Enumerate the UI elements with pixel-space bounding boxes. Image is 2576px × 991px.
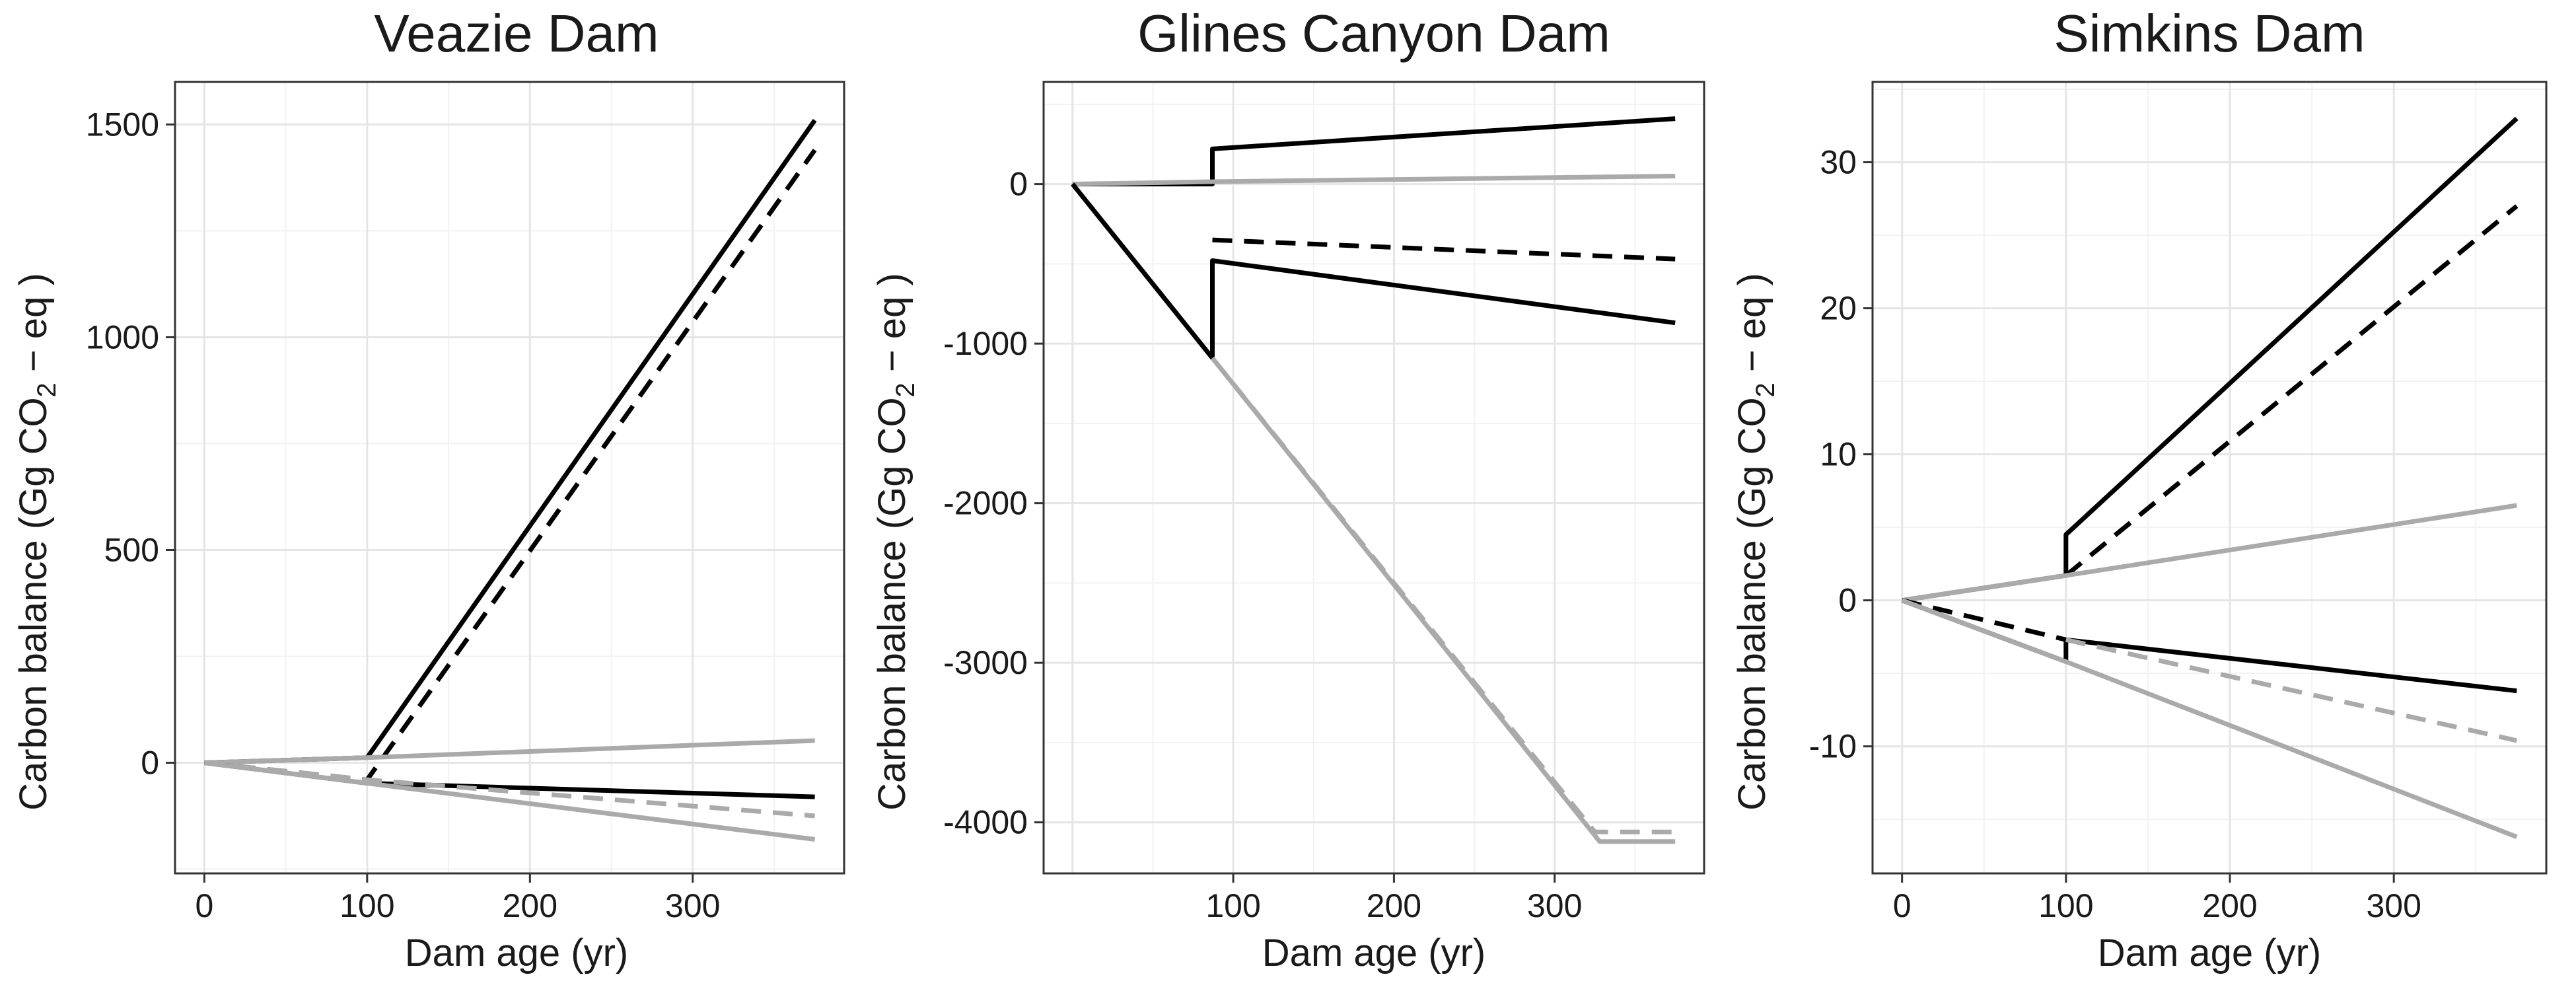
y-axis-title-main: Carbon balance (Gg CO xyxy=(871,397,913,810)
x-tick-label: 0 xyxy=(195,887,213,924)
series-line xyxy=(1902,116,2519,603)
y-axis-title-end: − eq ) xyxy=(871,273,913,383)
series-line xyxy=(1072,174,1676,187)
y-axis-title-end: − eq ) xyxy=(12,273,55,383)
y-tick-label: 1500 xyxy=(86,106,159,143)
y-tick-label: -10 xyxy=(1809,728,1857,765)
plot-frame xyxy=(1871,81,2548,875)
x-tick-label: 0 xyxy=(1893,887,1912,924)
series-line xyxy=(1901,598,2067,642)
chart-title: Glines Canyon Dam xyxy=(1137,4,1610,63)
y-axis-title-subscript: 2 xyxy=(32,383,61,397)
chart-title: Veazie Dam xyxy=(374,4,659,63)
x-axis-title: Dam age (yr) xyxy=(405,932,628,974)
x-tick-label: 200 xyxy=(2202,887,2257,924)
y-tick-label: -1000 xyxy=(943,325,1028,362)
series-line xyxy=(1901,598,2518,839)
y-axis-title-subscript: 2 xyxy=(891,383,920,397)
y-tick-label: 0 xyxy=(141,745,159,782)
y-tick-label: 1000 xyxy=(86,318,159,355)
x-tick-label: 300 xyxy=(2366,887,2421,924)
x-tick-label: 100 xyxy=(1205,887,1260,924)
series-line xyxy=(1071,182,1676,361)
series-line xyxy=(1902,503,2517,603)
chart-title: Simkins Dam xyxy=(2054,4,2365,63)
panel-veazie-dam: Veazie Dam 0 100 200 300 0 500 1000 1500 Dam ag… xyxy=(12,4,845,974)
series-line xyxy=(1901,598,2517,694)
x-tick-label: 100 xyxy=(340,887,394,924)
x-axis-title: Dam age (yr) xyxy=(1262,932,1485,974)
series-line xyxy=(203,760,816,842)
x-tick-label: 300 xyxy=(1527,887,1582,924)
x-tick-label: 200 xyxy=(1367,887,1421,924)
x-axis-title: Dam age (yr) xyxy=(2098,932,2321,974)
y-tick-label: 500 xyxy=(104,531,159,568)
plot-frame xyxy=(1042,81,1705,875)
plot-frame xyxy=(174,81,845,875)
x-tick-label: 200 xyxy=(503,887,557,924)
series-line xyxy=(2065,637,2518,743)
y-tick-label: 30 xyxy=(1820,144,1857,181)
series-line xyxy=(1210,356,1676,834)
y-axis-title-subscript: 2 xyxy=(1751,383,1780,397)
series-line xyxy=(204,760,815,819)
series-line xyxy=(204,738,815,765)
y-tick-label: -3000 xyxy=(943,644,1028,681)
series-line xyxy=(1072,116,1676,187)
panel-simkins-dam: Simkins Dam 0 100 200 300 -10 0 10 20 30 Dam age… xyxy=(1731,4,2548,974)
y-axis-title-main: Carbon balance (Gg CO xyxy=(12,397,55,810)
x-tick-label: 300 xyxy=(665,887,720,924)
y-axis-title-end: − eq ) xyxy=(1731,273,1773,383)
y-tick-label: -2000 xyxy=(943,485,1028,522)
series-line xyxy=(1212,237,1676,262)
series-line xyxy=(204,118,817,765)
series-line xyxy=(204,149,817,782)
y-tick-label: 0 xyxy=(1009,166,1028,203)
y-axis-title: Carbon balance (Gg CO2 − eq ) xyxy=(871,273,920,811)
series-line xyxy=(1210,356,1676,844)
series-line xyxy=(203,760,815,799)
y-tick-label: 20 xyxy=(1820,290,1857,327)
panel-glines-canyon-dam: Glines Canyon Dam 100 200 300 -4000 -3000 -20… xyxy=(871,4,1705,974)
y-axis-title: Carbon balance (Gg CO2 − eq ) xyxy=(12,273,61,811)
x-tick-label: 100 xyxy=(2038,887,2093,924)
series-line xyxy=(2064,204,2519,577)
y-axis-title: Carbon balance (Gg CO2 − eq ) xyxy=(1731,273,1780,811)
y-tick-label: 0 xyxy=(1838,582,1857,619)
y-tick-label: 10 xyxy=(1820,436,1857,473)
y-axis-title-main: Carbon balance (Gg CO xyxy=(1731,397,1773,810)
y-tick-label: -4000 xyxy=(943,804,1028,841)
